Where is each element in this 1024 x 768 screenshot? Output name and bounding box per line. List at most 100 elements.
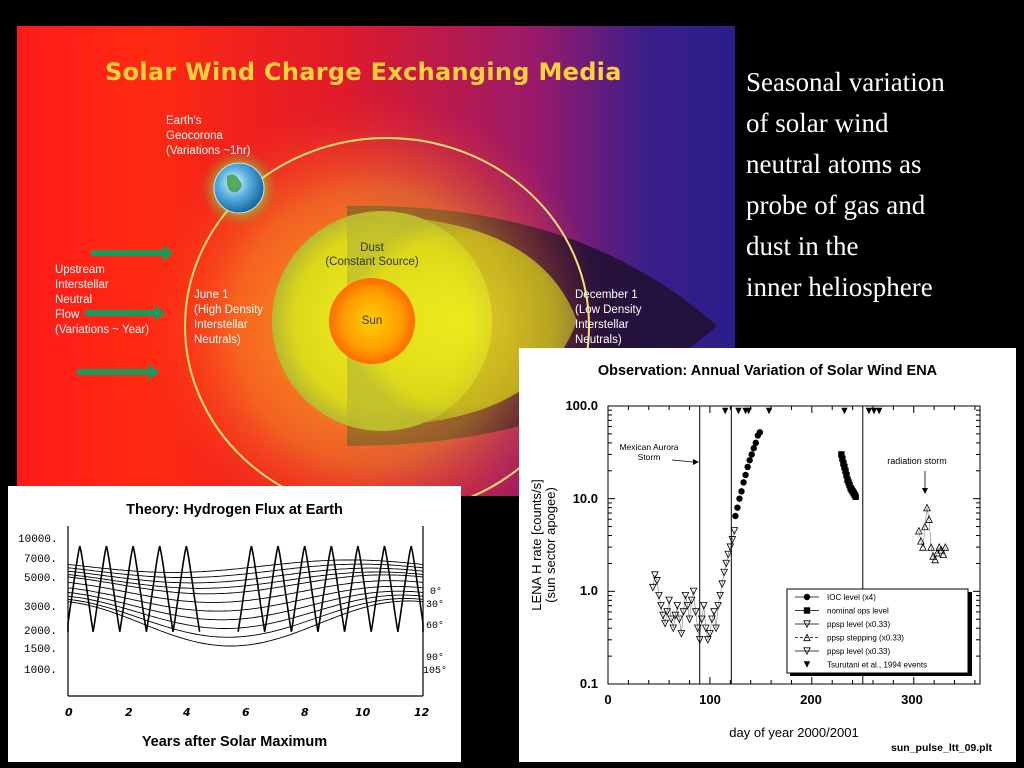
data-point xyxy=(921,522,929,531)
x-tick-label: 200 xyxy=(800,692,822,707)
data-point xyxy=(665,596,673,605)
flux-curve xyxy=(67,590,424,621)
legend-label: nominal ops level xyxy=(827,607,889,616)
data-point xyxy=(667,615,676,624)
flux-peak-curve xyxy=(290,545,319,632)
theory-ytick: 3000. xyxy=(24,602,57,614)
data-point xyxy=(648,583,657,592)
data-point xyxy=(915,526,923,535)
svg-text:(sun sector apogee): (sun sector apogee) xyxy=(543,487,558,603)
theory-curves xyxy=(67,545,424,647)
plot-frame xyxy=(607,405,981,685)
data-point xyxy=(937,545,946,554)
legend-label: ppsp level (x0.33) xyxy=(827,620,890,629)
data-point xyxy=(722,559,731,568)
series-circle xyxy=(732,429,764,520)
angle-label: 105° xyxy=(423,665,447,677)
data-point xyxy=(941,543,950,551)
legend-label: ppsp level (x0.33) xyxy=(827,647,890,656)
theory-title: Theory: Hydrogen Flux at Earth xyxy=(126,502,343,518)
data-point xyxy=(685,615,694,624)
flux-curve xyxy=(67,594,424,629)
data-points xyxy=(648,407,950,644)
legend-marker xyxy=(803,661,811,668)
data-point xyxy=(710,608,718,616)
data-point xyxy=(728,536,737,544)
data-point xyxy=(691,608,700,616)
data-point xyxy=(718,580,726,589)
data-point xyxy=(689,587,698,596)
y-tick-label: 100.0 xyxy=(565,398,598,413)
legend-item: ppsp stepping (x0.33) xyxy=(795,633,904,643)
data-point xyxy=(708,615,716,624)
theory-ytick: 2000. xyxy=(24,626,57,638)
data-point xyxy=(865,407,873,415)
flux-peak-curve xyxy=(397,545,424,632)
data-point xyxy=(673,602,682,610)
data-point xyxy=(919,543,927,551)
theory-ytick: 1500. xyxy=(24,644,57,656)
series-triangle-up xyxy=(915,503,950,564)
diagram-title: Solar Wind Charge Exchanging Media xyxy=(105,58,622,86)
flux-peak-curve xyxy=(317,545,346,632)
data-point xyxy=(742,471,749,479)
data-point xyxy=(699,602,708,610)
chart-title: Observation: Annual Variation of Solar W… xyxy=(597,363,938,379)
x-axis-label: day of year 2000/2001 xyxy=(729,725,858,740)
earth-orbit xyxy=(184,137,590,496)
data-point xyxy=(661,619,669,628)
legend-marker xyxy=(803,633,811,642)
data-point xyxy=(720,568,729,577)
flux-curve xyxy=(67,559,424,573)
y-tick-label: 1.0 xyxy=(580,583,598,598)
data-point xyxy=(927,543,935,551)
data-point xyxy=(735,407,742,415)
data-point xyxy=(939,550,948,559)
legend-item: ppsp level (x0.33) xyxy=(795,620,890,629)
flux-peak-curve xyxy=(119,545,148,632)
dust-label: Dust (Constant Source) xyxy=(325,242,419,268)
x-tick-label: 100 xyxy=(699,692,721,707)
flux-curve xyxy=(67,585,424,612)
data-point xyxy=(671,611,680,620)
data-point xyxy=(677,629,686,638)
data-point xyxy=(716,591,724,600)
june-label: June 1 (High Density Interstellar Neutra… xyxy=(194,289,264,346)
data-point xyxy=(704,636,712,644)
data-point xyxy=(669,624,678,633)
legend-marker xyxy=(803,647,811,656)
data-point xyxy=(683,602,692,610)
data-point xyxy=(679,608,688,616)
flux-peak-curve xyxy=(172,545,201,632)
flux-peak-curve xyxy=(237,545,266,632)
x-tick-labels: 0 100 200 300 xyxy=(604,692,922,707)
data-point xyxy=(714,602,722,610)
svg-text:LENA H rate [counts/s]: LENA H rate [counts/s] xyxy=(529,479,544,611)
theory-xtick: 12 xyxy=(414,706,430,719)
geocorona-label: Earth's Geocorona (Variations ~1hr) xyxy=(166,115,251,157)
legend-item: IOC level (x4) xyxy=(795,593,876,602)
y-tick-labels: 0.1 1.0 10.0 100.0 xyxy=(565,398,598,691)
legend-marker xyxy=(803,607,811,614)
data-point xyxy=(841,407,848,415)
observation-panel: Observation: Annual Variation of Solar W… xyxy=(519,348,1016,762)
data-point xyxy=(765,407,773,415)
data-point xyxy=(659,611,667,620)
theory-panel: Theory: Hydrogen Flux at Earth 10000. 70… xyxy=(8,486,461,762)
data-point xyxy=(852,493,859,500)
data-point xyxy=(697,615,706,624)
theory-xtick: 0 xyxy=(65,706,73,719)
theory-xlabel: Years after Solar Maximum xyxy=(141,734,328,750)
data-point xyxy=(701,624,710,633)
legend-label: Tsurutani et al., 1994 events xyxy=(827,661,927,670)
data-point xyxy=(875,407,883,415)
svg-text:Storm: Storm xyxy=(638,452,661,462)
data-point xyxy=(931,555,940,564)
angle-label: 30° xyxy=(426,599,444,611)
data-point xyxy=(657,602,665,610)
x-tick-label: 300 xyxy=(901,692,923,707)
data-point xyxy=(730,527,739,535)
flux-peak-curve xyxy=(92,545,121,632)
data-point xyxy=(726,543,735,552)
series-triangle-down-filled xyxy=(722,407,883,415)
